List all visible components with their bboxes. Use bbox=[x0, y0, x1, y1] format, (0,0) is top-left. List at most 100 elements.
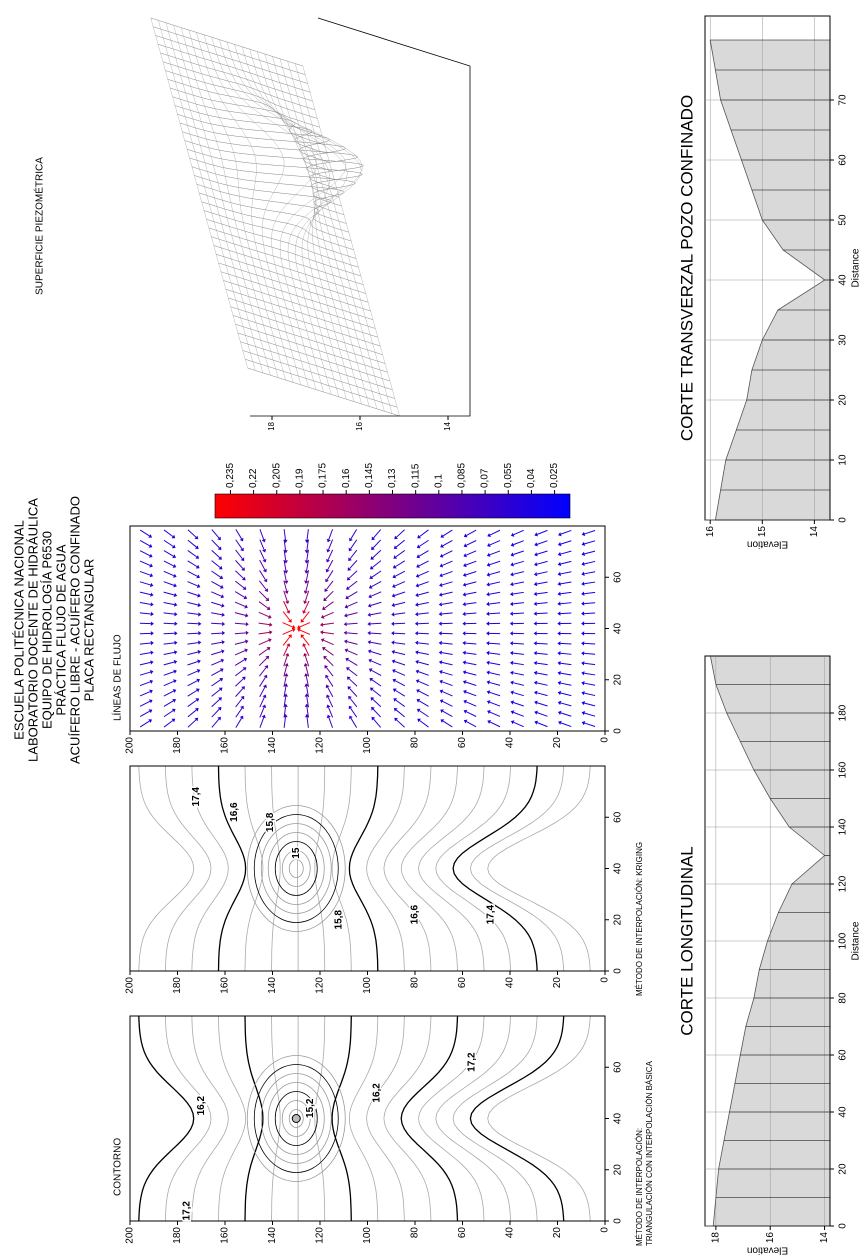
colorbar-label: 0,235 bbox=[225, 463, 236, 488]
flow-arrow bbox=[442, 561, 452, 565]
flow-arrow bbox=[561, 582, 572, 584]
flow-arrow bbox=[561, 693, 572, 696]
contour-line bbox=[488, 766, 591, 971]
arrow-head bbox=[534, 631, 537, 635]
flow-arrow bbox=[323, 623, 334, 625]
flow-arrow bbox=[164, 551, 173, 557]
flow-arrow bbox=[260, 717, 264, 727]
flow-arrow bbox=[513, 653, 524, 654]
y-tick-label: 0 bbox=[600, 737, 611, 743]
header-line: EQUIPO DE HIDROLOGÍA P6530 bbox=[39, 531, 54, 729]
flow-arrow bbox=[584, 663, 595, 664]
arrow-head bbox=[557, 611, 560, 615]
flow-arrow bbox=[350, 698, 357, 707]
flow-arrow bbox=[466, 561, 476, 565]
flow-arrow bbox=[187, 643, 198, 645]
flow-arrow bbox=[300, 623, 310, 627]
arrow-head bbox=[439, 622, 442, 626]
flow-arrow bbox=[394, 652, 405, 655]
flow-arrow bbox=[490, 712, 500, 716]
x-tick-label: 60 bbox=[838, 154, 849, 166]
flow-arrow bbox=[585, 531, 595, 534]
contour-line bbox=[384, 1016, 431, 1221]
flow-arrow bbox=[489, 653, 500, 654]
flow-arrow bbox=[259, 640, 269, 644]
y-tick-label: 200 bbox=[125, 1227, 136, 1244]
mesh-line bbox=[257, 52, 354, 402]
caption: MÉTODO DE INTERPOLACIÓN: KRIGING bbox=[635, 842, 644, 996]
well bbox=[292, 1115, 300, 1123]
flow-arrow bbox=[561, 572, 572, 574]
arrow-head bbox=[581, 592, 584, 596]
flow-arrow bbox=[418, 582, 428, 586]
flow-arrow bbox=[259, 658, 267, 666]
y-tick-label: 40 bbox=[505, 737, 516, 749]
mesh-line bbox=[197, 184, 349, 232]
flow-arrow bbox=[236, 529, 242, 538]
arrow-head bbox=[439, 651, 442, 655]
flow-arrow bbox=[211, 661, 221, 665]
flow-arrow bbox=[235, 602, 245, 606]
flow-arrow bbox=[212, 540, 220, 548]
flow-arrow bbox=[442, 653, 453, 655]
contour-ring bbox=[289, 860, 303, 878]
arrow-head bbox=[439, 631, 442, 635]
flow-arrow bbox=[371, 592, 381, 596]
x-tick-label: 120 bbox=[838, 875, 849, 892]
poster: ESCUELA POLITÉCNICA NACIONAL LABORATORIO… bbox=[0, 0, 867, 1256]
flow-arrow bbox=[442, 682, 452, 686]
y-tick-label: 15 bbox=[757, 526, 768, 538]
flow-arrow bbox=[395, 690, 404, 696]
flow-arrow bbox=[300, 630, 310, 634]
flow-arrow bbox=[537, 723, 547, 727]
flow-arrow bbox=[466, 530, 476, 535]
flow-arrow bbox=[347, 602, 357, 606]
flow-arrow bbox=[235, 651, 245, 655]
y-tick-label: 100 bbox=[362, 977, 373, 994]
arrow-head bbox=[175, 631, 178, 635]
flow-arrow bbox=[235, 592, 244, 598]
flow-arrow bbox=[490, 541, 500, 545]
flow-arrow bbox=[164, 681, 174, 685]
z-tick-label: 14 bbox=[443, 421, 452, 430]
flow-arrow bbox=[329, 717, 333, 727]
flow-arrow bbox=[236, 718, 242, 727]
y-tick-label: 180 bbox=[172, 737, 183, 754]
contour-label: 15 bbox=[291, 847, 302, 859]
flow-arrow bbox=[351, 540, 357, 549]
flow-arrow bbox=[513, 613, 524, 614]
plot-title: CONTORNO bbox=[113, 1138, 124, 1196]
flow-arrow bbox=[537, 643, 548, 644]
y-tick-label: 40 bbox=[505, 1227, 516, 1239]
flow-arrow bbox=[140, 643, 151, 644]
z-tick-label: 16 bbox=[355, 421, 364, 430]
contour-label: 17,4 bbox=[486, 904, 497, 924]
flow-arrow bbox=[164, 540, 173, 546]
flow-arrow bbox=[370, 623, 381, 624]
contour-line bbox=[298, 766, 299, 971]
flow-arrow bbox=[164, 602, 175, 604]
flow-arrow bbox=[396, 550, 405, 556]
flow-arrow bbox=[537, 703, 548, 706]
contour-label: 17,2 bbox=[182, 1201, 193, 1221]
flow-arrow bbox=[537, 613, 548, 614]
flow-arrow bbox=[140, 692, 150, 696]
contour-ring bbox=[261, 824, 331, 914]
arrow-head bbox=[150, 602, 153, 606]
arrow-head bbox=[392, 603, 395, 607]
arrow-head bbox=[558, 681, 561, 685]
y-tick-label: 20 bbox=[552, 737, 563, 749]
flow-arrow bbox=[188, 700, 197, 706]
flow-arrow bbox=[466, 682, 476, 685]
contour-line bbox=[384, 766, 431, 971]
y-tick-label: 20 bbox=[552, 1227, 563, 1239]
flow-arrow bbox=[584, 703, 595, 706]
y-tick-label: 80 bbox=[410, 977, 421, 989]
flow-arrow bbox=[513, 551, 523, 555]
contour-line bbox=[470, 1016, 563, 1221]
flow-arrow bbox=[584, 693, 595, 695]
arrow-head bbox=[510, 661, 513, 665]
flow-arrow bbox=[396, 530, 404, 537]
flow-arrow bbox=[370, 633, 381, 634]
arrow-head bbox=[222, 640, 225, 644]
